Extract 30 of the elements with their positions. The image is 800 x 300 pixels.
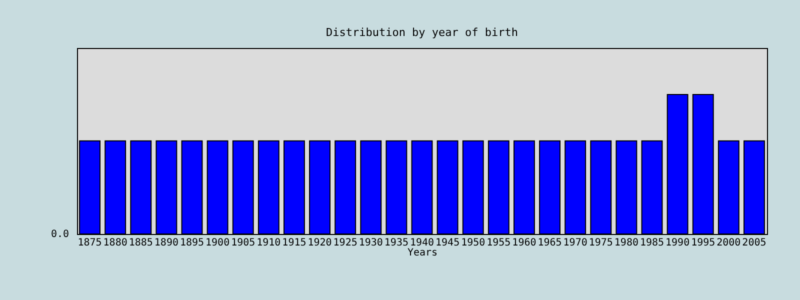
x-tick-label: 1995 [691, 238, 716, 248]
x-tick-label: 1965 [538, 238, 562, 248]
x-tick-label: 1970 [563, 238, 588, 248]
x-tick-label: 1920 [308, 238, 332, 248]
x-axis-title: Years [407, 248, 438, 258]
x-tick-label: 1980 [614, 238, 638, 248]
x-tick-label: 1890 [154, 238, 178, 248]
x-tick-label: 1900 [206, 238, 230, 248]
x-tick-label: 1915 [282, 238, 306, 248]
x-tick-label: 1985 [640, 238, 664, 248]
x-tick-label: 1930 [358, 238, 383, 248]
x-tick-label: 1950 [461, 238, 486, 248]
x-tick-label: 1975 [588, 238, 613, 248]
x-tick-label: 2000 [716, 238, 741, 248]
x-tick-label: 1875 [78, 238, 102, 248]
x-tick-label: 1880 [103, 238, 128, 248]
x-tick-label: 1910 [256, 238, 281, 248]
x-tick-label: 1935 [384, 238, 408, 248]
x-tick-label: 2005 [742, 238, 766, 248]
x-tick-label: 1885 [128, 238, 153, 248]
x-tick-label: 1940 [410, 238, 434, 248]
chart-title: Distribution by year of birth [326, 26, 518, 39]
x-tick-label: 1955 [486, 238, 511, 248]
x-tick-label: 1960 [512, 238, 536, 248]
x-tick-label: 1905 [231, 238, 256, 248]
x-tick-label: 1895 [180, 238, 204, 248]
x-tick-label: 1945 [436, 238, 460, 248]
x-tick-label: 1925 [333, 238, 358, 248]
x-tick-label: 1990 [666, 238, 690, 248]
text: 0.0 [50, 229, 69, 240]
